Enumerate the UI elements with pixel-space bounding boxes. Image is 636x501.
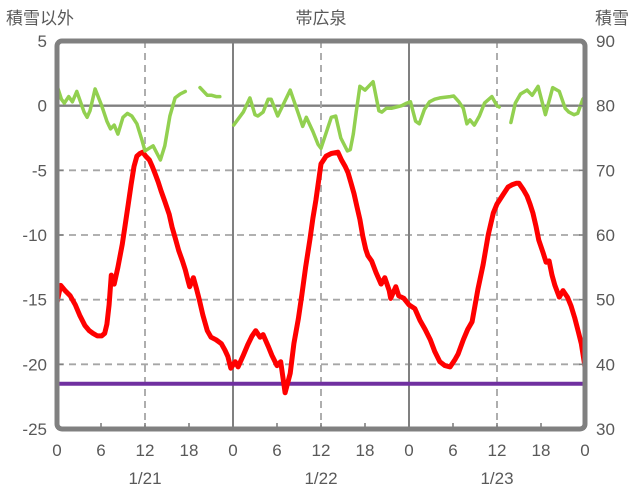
right-axis-label-80: 80 (596, 97, 615, 116)
x-axis-label-h24: 0 (228, 441, 237, 460)
left-axis-label-5: 5 (38, 32, 47, 51)
x-axis-label-h12: 12 (136, 441, 155, 460)
right-axis-label-40: 40 (596, 355, 615, 374)
x-axis-label-h0: 0 (52, 441, 61, 460)
right-axis-label-60: 60 (596, 226, 615, 245)
x-axis-label-h30: 6 (272, 441, 281, 460)
date-label-1/22: 1/22 (304, 469, 337, 488)
x-axis-label-h54: 6 (448, 441, 457, 460)
left-axis-label-0: 0 (38, 97, 47, 116)
x-axis-label-h48: 0 (404, 441, 413, 460)
chart-title: 帯広泉 (295, 9, 347, 28)
x-axis-label-h42: 18 (356, 441, 375, 460)
left-axis-title: 積雪以外 (6, 9, 74, 28)
right-axis-label-90: 90 (596, 32, 615, 51)
x-axis-label-h18: 18 (180, 441, 199, 460)
x-axis-label-h72: 0 (580, 441, 589, 460)
green-line-seg1 (55, 83, 188, 162)
right-axis-label-50: 50 (596, 291, 615, 310)
x-axis-label-h66: 18 (532, 441, 551, 460)
green-line-seg3 (231, 79, 501, 153)
left-axis-label--5: -5 (32, 161, 47, 180)
date-label-1/21: 1/21 (128, 469, 161, 488)
date-label-1/23: 1/23 (480, 469, 513, 488)
right-axis-label-70: 70 (596, 161, 615, 180)
left-axis-label--10: -10 (22, 226, 47, 245)
x-axis-label-h6: 6 (96, 441, 105, 460)
green-line-seg4 (509, 84, 587, 125)
right-axis-title: 積雪 (595, 9, 629, 28)
x-axis-label-h36: 12 (312, 441, 331, 460)
red-line (54, 149, 588, 396)
right-axis-label-30: 30 (596, 420, 615, 439)
left-axis-label--15: -15 (22, 291, 47, 310)
x-axis-label-h60: 12 (488, 441, 507, 460)
left-axis-label--20: -20 (22, 355, 47, 374)
green-line-seg2 (198, 85, 222, 99)
left-axis-label--25: -25 (22, 420, 47, 439)
